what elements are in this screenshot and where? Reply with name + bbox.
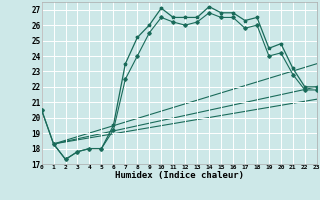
X-axis label: Humidex (Indice chaleur): Humidex (Indice chaleur) (115, 171, 244, 180)
